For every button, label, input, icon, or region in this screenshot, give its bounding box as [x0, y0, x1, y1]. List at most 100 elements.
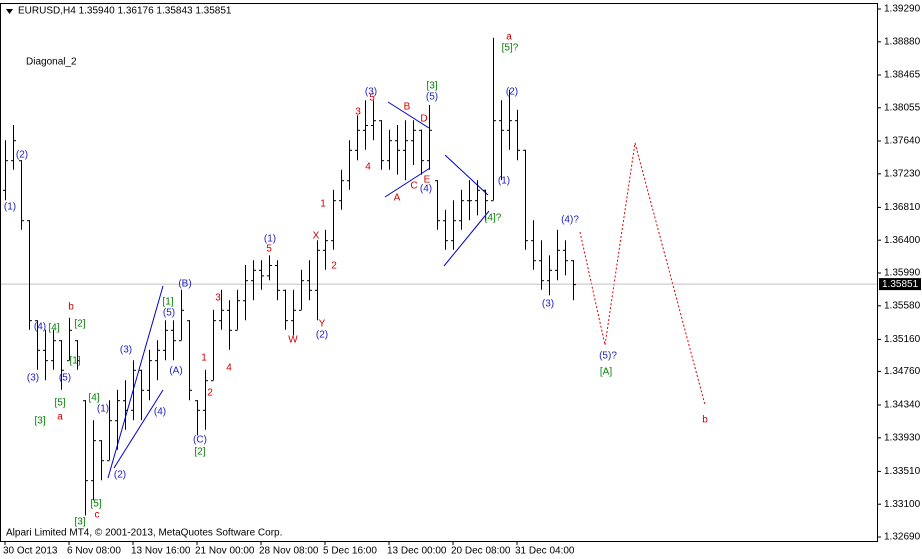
- ohlc-bar: [427, 105, 432, 170]
- ohlc-bar: [571, 260, 576, 301]
- wave-label: B: [404, 102, 411, 113]
- wave-label: (4): [420, 184, 432, 195]
- y-tick-label: 1.39290: [884, 4, 921, 15]
- ohlc-bar: [99, 440, 104, 481]
- ohlc-bar: [187, 320, 192, 401]
- ohlc-bar: [459, 189, 464, 230]
- wave-label: [1]: [162, 297, 173, 308]
- ohlc-bar: [507, 89, 512, 150]
- wave-label: D: [420, 114, 427, 125]
- wave-label: [5]: [54, 398, 65, 409]
- projection-path: [579, 142, 706, 406]
- wave-label: (2): [114, 470, 126, 481]
- y-tick-label: 1.35160: [884, 334, 921, 345]
- ohlc-bar: [211, 309, 216, 382]
- ohlc-bar: [483, 189, 488, 221]
- ohlc-bar: [475, 180, 480, 216]
- wave-label: 5: [266, 244, 272, 255]
- wave-label: (C): [193, 435, 207, 446]
- y-tick-label: 1.36400: [884, 235, 921, 246]
- y-tick-label: 1.33100: [884, 499, 921, 510]
- y-tick-label: 1.34760: [884, 366, 921, 377]
- wave-label: [4]: [88, 393, 99, 404]
- ohlc-bar: [11, 125, 16, 170]
- wave-label: A: [394, 193, 401, 204]
- ohlc-bar: [363, 100, 368, 150]
- wave-label: [2]: [194, 447, 205, 458]
- wave-label: 5: [369, 93, 375, 104]
- x-tick-label: 31 Dec 04:00: [515, 546, 575, 557]
- ohlc-bar: [147, 349, 152, 401]
- wave-label: (4)?: [561, 215, 579, 226]
- ohlc-bar: [139, 369, 144, 421]
- ohlc-bar: [91, 420, 96, 501]
- ohlc-bar: [379, 120, 384, 170]
- ohlc-bar: [291, 289, 296, 336]
- wave-label: [3]: [74, 517, 85, 528]
- wave-label: 2: [207, 388, 213, 399]
- wave-label: (5): [426, 92, 438, 103]
- triangle-line: [444, 154, 489, 196]
- wave-label: E: [424, 175, 431, 186]
- wave-label: 3: [355, 107, 361, 118]
- y-tick-label: 1.37230: [884, 168, 921, 179]
- ohlc-bar: [555, 229, 560, 281]
- ohlc-bar: [155, 340, 160, 381]
- wave-label: (2): [506, 87, 518, 98]
- x-tick-label: 5 Dec 16:00: [323, 546, 377, 557]
- y-tick-label: 1.37640: [884, 136, 921, 147]
- wave-label: (2): [16, 150, 28, 161]
- ohlc-bar: [67, 317, 72, 362]
- wave-label: (5)?: [599, 351, 617, 362]
- ohlc-bar: [83, 400, 88, 516]
- wave-label: [5]?: [502, 43, 519, 54]
- wave-label: W: [288, 335, 298, 346]
- ohlc-bar: [243, 265, 248, 321]
- x-tick-label: 6 Nov 08:00: [67, 546, 121, 557]
- y-tick-label: 1.36810: [884, 202, 921, 213]
- wave-label: Y: [319, 319, 326, 330]
- ohlc-bar: [267, 255, 272, 281]
- ohlc-bar: [563, 240, 568, 276]
- ohlc-bar: [227, 300, 232, 350]
- subtitle: Diagonal_2: [26, 57, 77, 68]
- wave-label: b: [68, 302, 74, 313]
- y-tick-label: 1.38465: [884, 70, 921, 81]
- wave-label: [5]: [90, 499, 101, 510]
- ohlc-bar: [251, 260, 256, 301]
- ohlc-bar: [59, 340, 64, 390]
- ohlc-bar: [339, 169, 344, 210]
- menu-arrow[interactable]: [6, 9, 13, 14]
- wave-label: [3]: [426, 81, 437, 92]
- wave-label: (1): [4, 202, 16, 213]
- ohlc-bar: [299, 269, 304, 311]
- ohlc-bar: [203, 369, 208, 430]
- wave-label: (A): [169, 366, 182, 377]
- wave-label: 2: [331, 261, 337, 272]
- ohlc-bar: [355, 115, 360, 161]
- ohlc-bar: [331, 189, 336, 250]
- ohlc-bar: [531, 220, 536, 270]
- plot-frame: [0, 3, 878, 542]
- ohlc-bar: [3, 140, 8, 201]
- ohlc-bar: [43, 329, 48, 381]
- wave-label: (3): [120, 345, 132, 356]
- wave-label: [1]: [69, 356, 80, 367]
- ohlc-bar: [323, 229, 328, 270]
- wave-label: (2): [316, 330, 328, 341]
- ohlc-bar: [131, 360, 136, 421]
- wave-label: 3: [215, 293, 221, 304]
- x-tick-label: 28 Nov 08:00: [259, 546, 319, 557]
- wave-label: [A]: [600, 367, 612, 378]
- ohlc-bar: [219, 289, 224, 330]
- ohlc-bar: [539, 240, 544, 290]
- ohlc-bar: [107, 400, 112, 462]
- ohlc-bar: [195, 400, 200, 436]
- wave-label: a: [57, 412, 63, 423]
- y-tick-label: 1.34340: [884, 400, 921, 411]
- ohlc-bar: [171, 320, 176, 361]
- ohlc-bar: [283, 289, 288, 330]
- ohlc-bar: [387, 129, 392, 170]
- wave-label: (4): [34, 322, 46, 333]
- wave-label: 1: [320, 199, 326, 210]
